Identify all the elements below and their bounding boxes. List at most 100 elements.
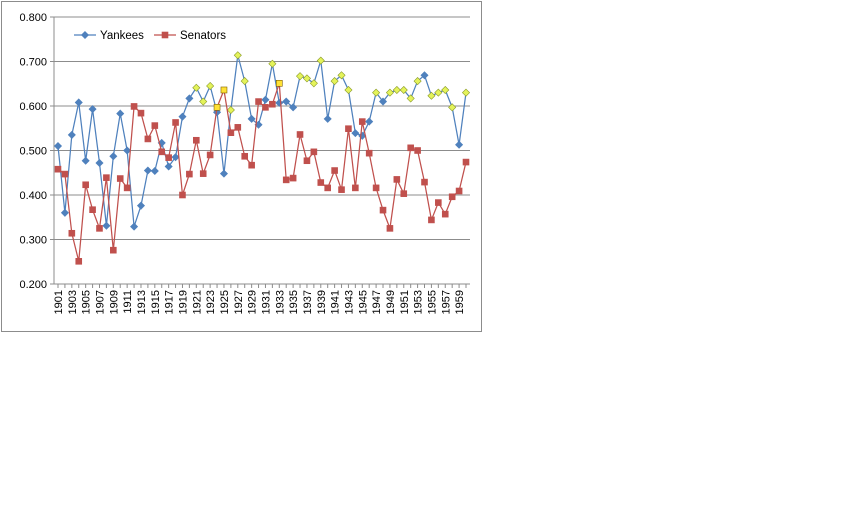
x-tick-label: 1913	[136, 290, 148, 314]
x-tick-label: 1955	[426, 290, 438, 314]
senators-point	[82, 181, 89, 189]
series-yankees	[53, 51, 471, 231]
x-tick-label: 1935	[288, 290, 300, 314]
yankees-point	[185, 94, 194, 103]
yankees-point	[378, 97, 388, 106]
legend-label: Yankees	[100, 30, 144, 42]
yankees-point	[171, 153, 180, 162]
yankees-point	[150, 166, 159, 175]
yankees-point	[143, 166, 152, 175]
y-tick-label: 0.500	[19, 146, 47, 158]
senators-point	[193, 136, 200, 144]
legend-item-yankees: Yankees	[74, 30, 144, 42]
senators-point	[110, 246, 117, 254]
yankees-point	[247, 114, 256, 123]
series-senators	[54, 80, 470, 265]
x-tick-label: 1937	[302, 290, 314, 314]
x-tick-label: 1929	[247, 290, 259, 314]
yankees-point	[109, 152, 118, 161]
senators-point	[130, 103, 138, 110]
x-tick-label: 1945	[357, 290, 369, 314]
yankees-point	[351, 129, 360, 138]
x-tick-label: 1909	[108, 290, 120, 314]
yankees-point	[427, 91, 436, 100]
senators-point	[227, 129, 235, 136]
yankees-point	[136, 201, 146, 210]
senators-point	[262, 104, 269, 111]
senators-point	[241, 152, 249, 160]
yankees-point	[67, 130, 76, 139]
yankees-point	[406, 94, 415, 103]
yankees-point	[461, 88, 471, 97]
yankees-point	[199, 97, 208, 106]
yankees-point	[178, 112, 187, 121]
y-tick-label: 0.400	[19, 190, 47, 202]
legend-item-senators: Senators	[154, 30, 226, 42]
senators-point	[324, 184, 331, 192]
senators-point	[400, 190, 408, 197]
yankees-point	[441, 85, 450, 95]
senators-point	[269, 100, 276, 108]
senators-point	[116, 175, 124, 182]
legend: Yankees Senators	[74, 30, 226, 42]
legend-marker	[80, 30, 90, 40]
senators-point	[435, 199, 442, 206]
yankees-point	[330, 77, 339, 86]
x-tick-label: 1917	[164, 290, 176, 314]
yankees-point	[240, 77, 249, 86]
yankees-point	[372, 88, 381, 97]
senators-point	[199, 170, 207, 177]
y-tick-label: 0.600	[19, 101, 47, 113]
y-tick-label: 0.800	[19, 12, 47, 24]
x-tick-label: 1953	[413, 290, 425, 314]
yankees-point	[88, 105, 97, 114]
x-tick-label: 1905	[81, 290, 93, 314]
yankees-point	[261, 95, 270, 104]
yankees-point	[206, 81, 215, 90]
senators-point	[158, 148, 166, 156]
legend-label: Senators	[180, 30, 226, 42]
yankees-point	[448, 103, 457, 112]
senators-point	[455, 187, 463, 195]
senators-point	[206, 151, 214, 159]
chart-area: 0.200 0.300 0.400 0.500 0.600 0.700 0.800 1901 1…	[1, 1, 482, 332]
senators-point	[414, 147, 421, 154]
senators-point	[365, 149, 373, 157]
yankees-point	[309, 79, 318, 88]
x-tick-label: 1951	[399, 290, 411, 314]
x-tick-label: 1915	[150, 290, 162, 314]
senators-point	[358, 118, 366, 125]
senators-point	[68, 229, 76, 237]
yankees-point	[102, 221, 111, 230]
yankees-point	[116, 109, 125, 118]
yankees-point	[289, 103, 298, 112]
yankees-point	[337, 71, 346, 80]
senators-point	[255, 98, 262, 105]
x-tick-label: 1959	[454, 290, 466, 314]
yankees-point	[385, 88, 394, 97]
yankees-point	[53, 142, 63, 151]
x-tick-label: 1923	[205, 290, 217, 314]
yankees-point	[233, 51, 242, 60]
senators-point	[282, 176, 290, 184]
x-tick-label: 1949	[385, 290, 397, 314]
legend-marker	[161, 31, 169, 39]
senators-point	[165, 154, 172, 161]
senators-point	[248, 161, 255, 169]
yankees-point	[316, 56, 325, 65]
yankees-point	[392, 85, 401, 95]
senators-point	[296, 131, 304, 138]
senators-point	[448, 193, 456, 201]
senators-point	[310, 148, 318, 156]
x-tick-label: 1957	[440, 290, 452, 314]
yankees-point	[365, 117, 374, 126]
senators-point	[428, 216, 435, 224]
senators-point	[213, 104, 221, 111]
senators-point	[179, 191, 186, 199]
senators-point	[331, 167, 338, 174]
yankees-point	[268, 59, 277, 68]
senators-point	[89, 206, 96, 213]
x-tick-label: 1933	[274, 290, 286, 314]
